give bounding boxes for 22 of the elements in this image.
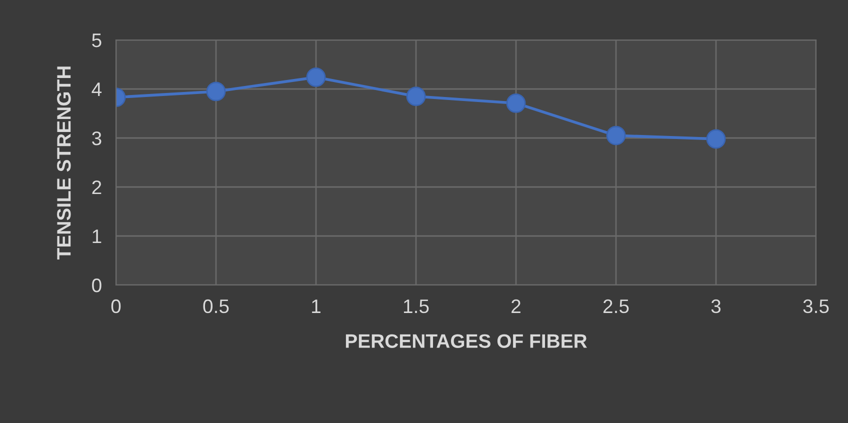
x-tick-label: 2 [512, 299, 520, 313]
x-axis-title: PERCENTAGES OF FIBER [346, 334, 587, 348]
point [306, 68, 326, 87]
y-tick-label: 0 [92, 278, 102, 292]
point [606, 126, 626, 146]
y-tick-label: 1 [92, 230, 102, 244]
point [706, 129, 726, 149]
x-tick-label: 1 [312, 300, 320, 313]
x-tick-label: 3 [711, 299, 721, 314]
point [406, 86, 426, 106]
y-tick-label: 4 [92, 82, 102, 96]
x-tick-label: 0.5 [203, 299, 229, 314]
x-tick-label: 3.5 [803, 299, 829, 314]
y-axis-title: TENSILE STRENGTH [57, 66, 71, 260]
x-tick-label: 2.5 [603, 299, 629, 314]
x-tick-label: 1.5 [404, 300, 429, 314]
y-tick-label: 5 [92, 34, 102, 48]
y-tick-label: 2 [92, 180, 102, 194]
point [506, 93, 526, 113]
point [206, 82, 226, 102]
x-tick-label: 0 [111, 299, 121, 314]
y-tick-label: 3 [92, 131, 102, 146]
